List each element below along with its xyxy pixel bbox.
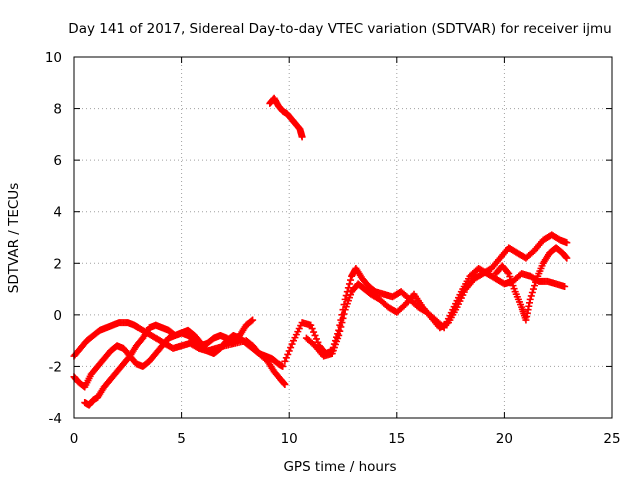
data-point [287,344,295,352]
y-tick-label: 8 [53,102,62,118]
plot-frame [73,56,613,419]
data-point [529,285,537,293]
data-point [563,239,571,247]
data-point [279,362,287,370]
data-point [561,282,569,290]
data-point [344,284,352,292]
data-point [504,268,512,276]
series-track-c [81,321,287,409]
x-tick-label: 15 [388,431,405,447]
data-point [282,354,290,362]
data-point [284,350,292,358]
series-track-f [492,244,571,324]
y-tick-label: 4 [53,205,62,221]
data-point [338,319,346,327]
data-point [288,340,296,348]
data-point [298,133,306,141]
data-point [337,323,345,331]
data-point [307,321,315,329]
data-point [563,254,571,262]
axis-ticks: 0 5 10 15 20 25 -4 -2 0 2 4 6 8 10 [45,50,621,447]
data-point [345,280,353,288]
x-axis-label: GPS time / hours [283,459,396,475]
data-point [339,314,347,322]
x-tick-label: 0 [70,431,79,447]
y-tick-label: 2 [53,256,62,272]
data-point [308,325,316,333]
data-point [249,316,257,324]
y-tick-label: 10 [45,50,62,66]
data-point [347,276,355,284]
data-point [336,327,344,335]
x-tick-label: 25 [603,431,620,447]
data-point [527,292,535,300]
data-point [335,331,343,339]
data-point [285,347,293,355]
y-tick-label: 6 [53,153,62,169]
data-points [70,94,571,409]
data-point [531,282,539,290]
data-point [281,380,289,388]
series-track-g [266,94,306,141]
data-point [311,331,319,339]
y-tick-label: -2 [49,359,62,375]
data-point [281,357,289,365]
chart-title: Day 141 of 2017, Sidereal Day-to-day VTE… [68,21,611,37]
x-tick-label: 5 [177,431,186,447]
data-point [341,295,349,303]
x-tick-label: 10 [281,431,298,447]
data-point [528,289,536,297]
x-tick-label: 20 [496,431,513,447]
series-track-e [302,231,571,360]
data-point [340,310,348,318]
data-point [248,317,256,325]
y-tick-label: 0 [53,308,62,324]
data-point [312,335,320,343]
data-point [532,278,540,286]
y-tick-label: -4 [49,411,62,427]
data-point [310,328,318,336]
y-axis-label: SDTVAR / TECUs [6,183,22,293]
grid [74,57,612,418]
data-point [526,295,534,303]
